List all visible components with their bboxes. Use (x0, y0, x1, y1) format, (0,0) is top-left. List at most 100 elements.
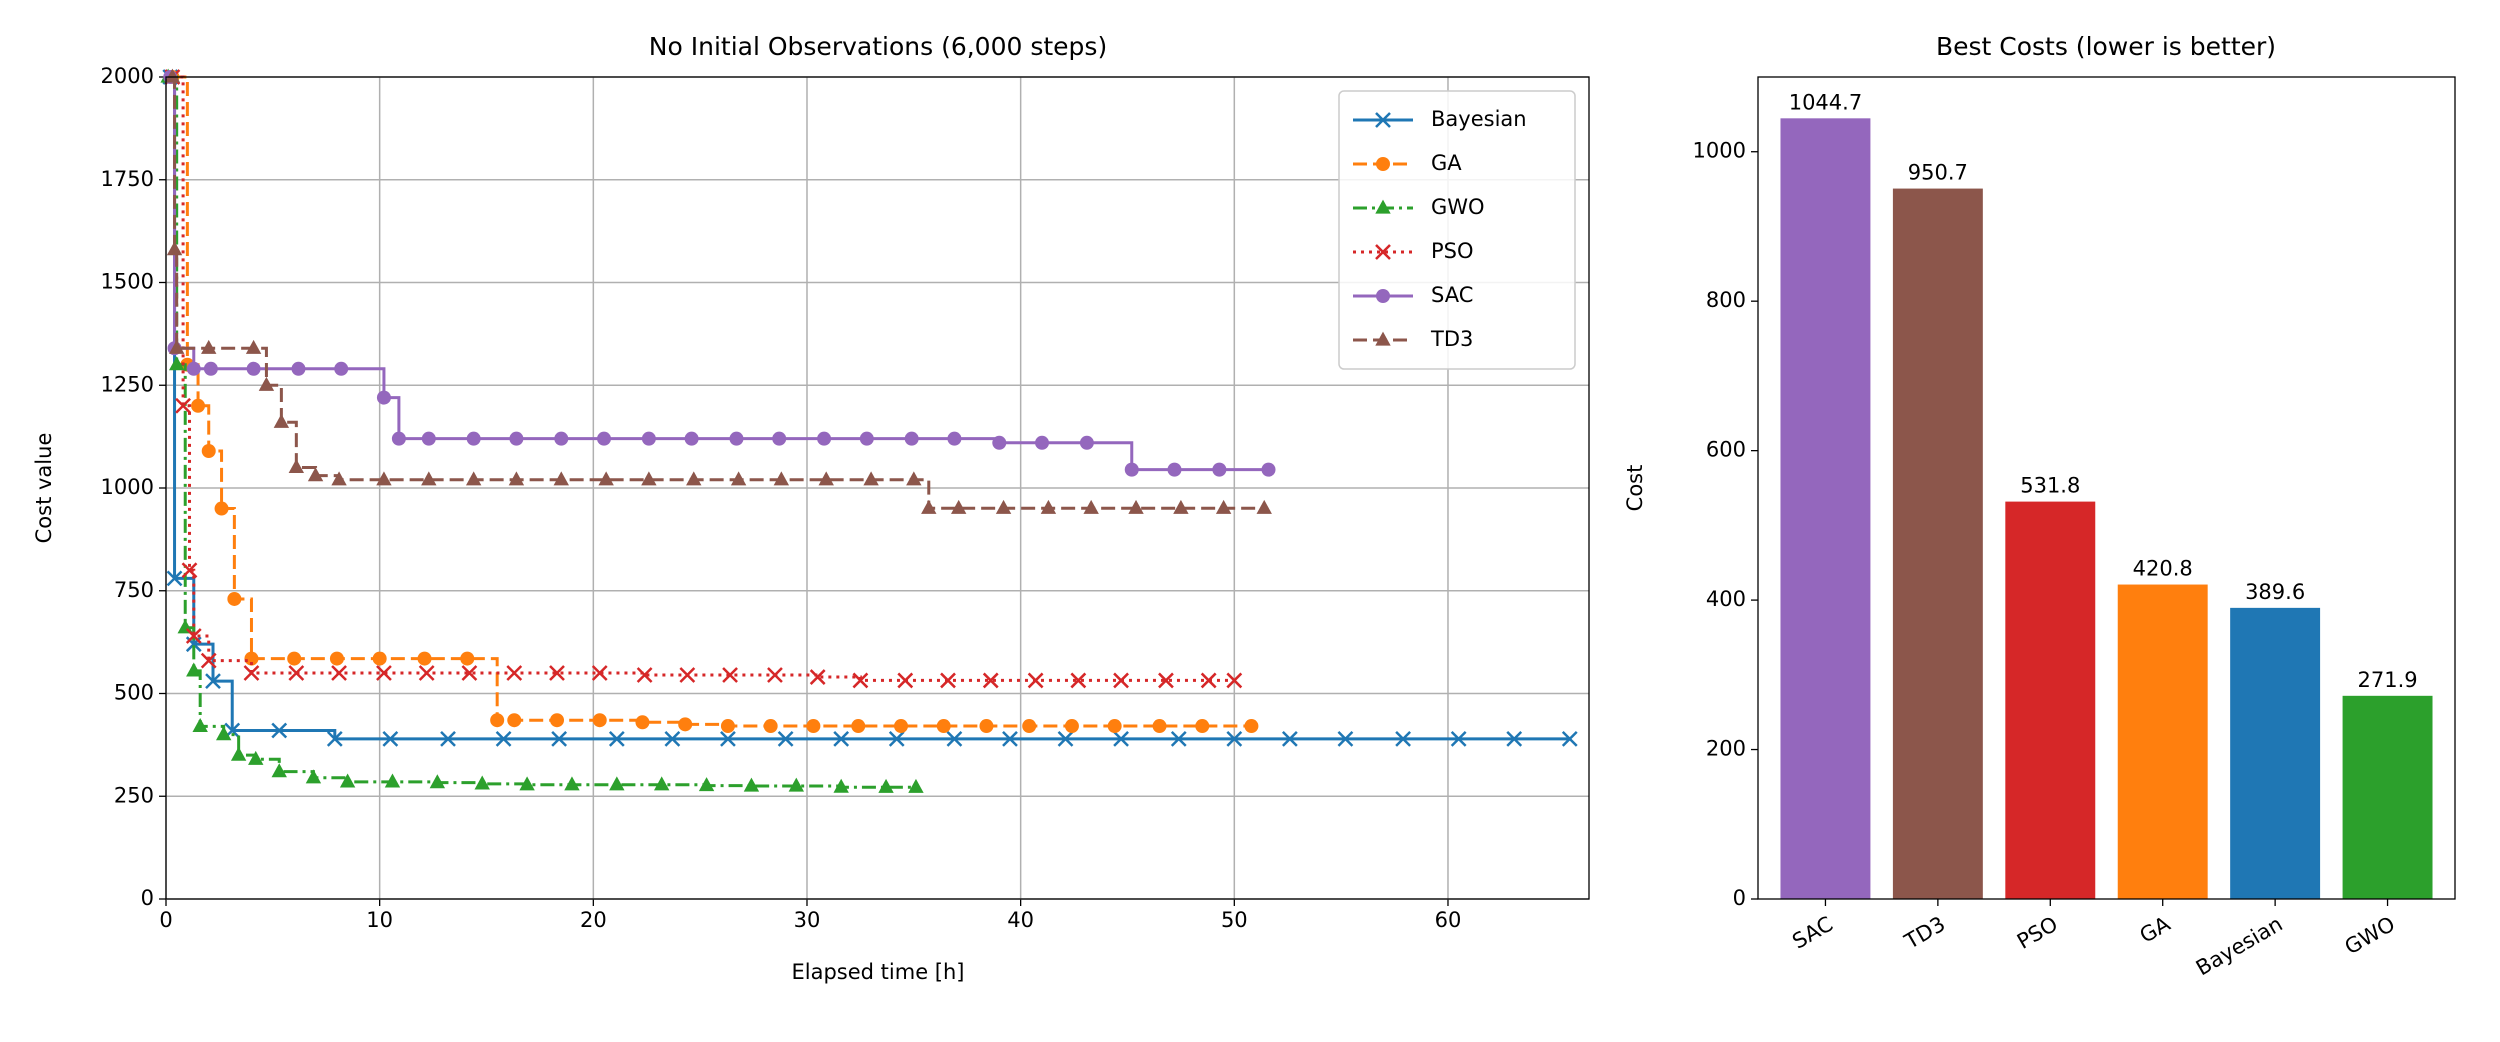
marker (326, 730, 343, 747)
marker (376, 665, 392, 681)
x-tick-label: SAC (1788, 912, 1837, 954)
marker (636, 667, 653, 683)
marker (1226, 730, 1243, 747)
y-tick-label: 400 (1706, 587, 1746, 611)
marker (192, 717, 208, 732)
marker (897, 672, 914, 689)
marker (1083, 499, 1099, 514)
marker (1375, 199, 1391, 214)
marker (921, 499, 937, 514)
series-line (172, 75, 1235, 682)
axes-frame (165, 76, 1590, 900)
marker (817, 431, 832, 446)
marker (894, 719, 909, 734)
marker (1376, 157, 1390, 171)
marker (391, 431, 406, 446)
marker (185, 628, 202, 644)
marker (191, 398, 206, 413)
marker (1170, 730, 1187, 747)
marker (1376, 289, 1390, 303)
marker (214, 501, 229, 516)
marker (549, 665, 565, 681)
marker (466, 431, 481, 446)
marker (597, 431, 612, 446)
y-tick-label: 500 (114, 681, 154, 705)
marker (271, 722, 288, 739)
marker (1152, 719, 1167, 734)
marker (564, 776, 580, 791)
bar (2005, 501, 2096, 899)
marker (1070, 672, 1087, 689)
marker (200, 652, 217, 669)
marker (684, 431, 699, 446)
series-line (172, 75, 1252, 728)
chart-title: No Initial Observations (6,000 steps) (649, 32, 1107, 61)
marker (908, 778, 924, 793)
marker (288, 459, 305, 474)
bar (1892, 188, 1983, 900)
marker (554, 431, 569, 446)
x-tick-label: 50 (1221, 908, 1248, 932)
marker (878, 778, 894, 793)
marker (730, 471, 747, 486)
value-label: 420.8 (2133, 557, 2193, 581)
marker (507, 713, 522, 728)
marker (339, 773, 356, 788)
marker (1244, 719, 1259, 734)
marker (1113, 730, 1129, 747)
legend-label: Bayesian (1431, 107, 1527, 131)
marker (305, 769, 322, 784)
marker (1158, 672, 1174, 689)
legend-label: GWO (1431, 195, 1485, 219)
marker (1256, 499, 1272, 514)
y-tick-label: 600 (1706, 438, 1746, 462)
marker (833, 778, 849, 793)
y-axis-label: Cost (1623, 465, 1647, 512)
y-tick-label: 250 (114, 783, 154, 807)
marker (382, 730, 399, 747)
y-tick-label: 1000 (101, 475, 154, 499)
marker (203, 361, 218, 376)
marker (1395, 730, 1411, 747)
x-tick-label: GA (2136, 911, 2175, 947)
marker (461, 665, 478, 681)
marker (166, 241, 183, 256)
marker (1057, 730, 1074, 747)
x-tick-label: PSO (2013, 912, 2062, 954)
marker (664, 730, 681, 747)
y-tick-label: 800 (1706, 288, 1746, 312)
marker (852, 672, 869, 689)
chart-title: Best Costs (lower is better) (1936, 32, 2276, 61)
marker (1261, 462, 1276, 477)
marker (851, 719, 866, 734)
marker (244, 651, 259, 666)
marker (417, 651, 432, 666)
bar (2230, 607, 2321, 899)
marker (1375, 331, 1391, 346)
marker (551, 730, 568, 747)
legend-label: PSO (1431, 239, 1474, 263)
axes-frame (1757, 76, 2456, 900)
marker (201, 444, 216, 459)
marker (166, 570, 183, 587)
marker (205, 673, 221, 690)
marker (186, 361, 201, 376)
x-tick-label: 60 (1435, 908, 1462, 932)
marker (608, 730, 625, 747)
marker (429, 774, 446, 789)
marker (979, 719, 994, 734)
x-tick-label: 40 (1007, 908, 1034, 932)
marker (168, 356, 185, 371)
y-tick-label: 1000 (1693, 139, 1746, 163)
marker (809, 669, 826, 685)
marker (376, 390, 391, 405)
marker (818, 471, 834, 486)
marker (186, 662, 202, 677)
marker (906, 471, 922, 486)
marker (743, 777, 760, 792)
marker (1167, 462, 1182, 477)
marker (940, 672, 956, 689)
y-axis-label: Cost value (32, 433, 56, 544)
marker (271, 763, 287, 778)
marker (946, 730, 963, 747)
